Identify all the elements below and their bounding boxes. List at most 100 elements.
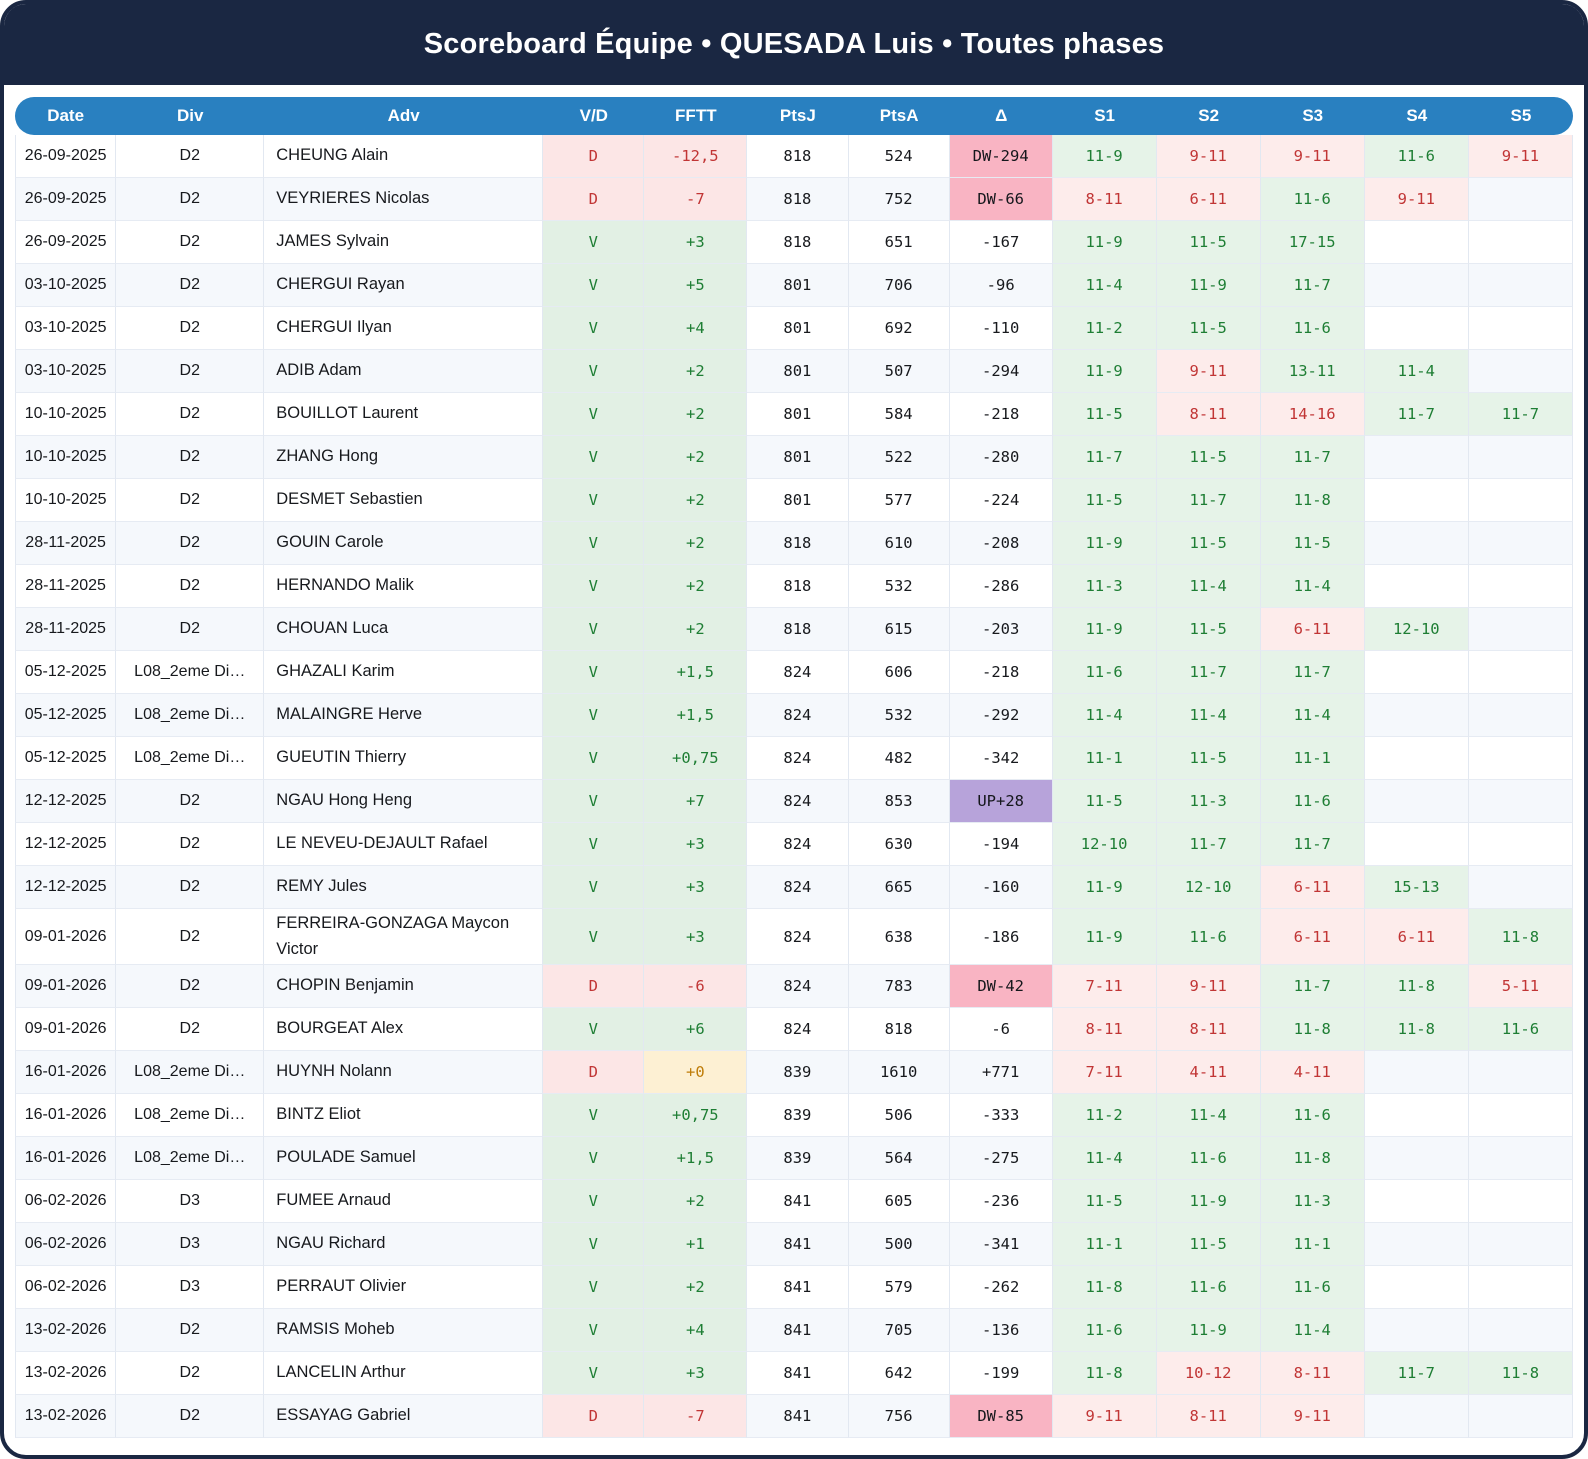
cell-ptsj: 818 — [747, 565, 849, 608]
cell-vd: V — [543, 221, 645, 264]
cell-ptsj: 839 — [747, 1051, 849, 1095]
cell-vd: V — [543, 522, 645, 565]
cell-ptsj: 824 — [747, 823, 849, 866]
cell-date: 09-01-2026 — [15, 965, 117, 1009]
cell-delta: -110 — [949, 307, 1053, 350]
cell-vd: V — [543, 1223, 645, 1267]
cell-delta: DW-85 — [949, 1395, 1053, 1439]
cell-div: D2 — [116, 1309, 265, 1353]
cell-s4 — [1364, 1094, 1469, 1138]
cell-ptsa: 665 — [848, 866, 950, 909]
table-row: 09-01-2026 D2 FERREIRA-GONZAGA Maycon Vict… — [15, 909, 1573, 966]
cell-div: D2 — [116, 479, 265, 522]
col-header-s4: S4 — [1364, 97, 1469, 135]
cell-adv: REMY Jules — [264, 866, 544, 909]
cell-delta: -218 — [949, 651, 1053, 694]
cell-s5 — [1468, 1094, 1573, 1138]
cell-s3: 11-4 — [1260, 1309, 1365, 1353]
cell-date: 26-09-2025 — [15, 178, 117, 221]
cell-date: 12-12-2025 — [15, 823, 117, 866]
cell-delta: -236 — [949, 1180, 1053, 1224]
cell-s4: 11-6 — [1364, 135, 1469, 178]
cell-s3: 9-11 — [1260, 135, 1365, 178]
cell-vd: V — [543, 780, 645, 823]
cell-ptsa: 500 — [848, 1223, 950, 1267]
cell-s2: 10-12 — [1156, 1352, 1261, 1396]
cell-adv: CHOPIN Benjamin — [264, 965, 544, 1009]
cell-ptsj: 841 — [747, 1266, 849, 1310]
cell-date: 13-02-2026 — [15, 1395, 117, 1439]
cell-s3: 11-6 — [1260, 1094, 1365, 1138]
cell-s3: 11-5 — [1260, 522, 1365, 565]
cell-s3: 11-1 — [1260, 1223, 1365, 1267]
cell-ptsa: 638 — [848, 909, 950, 966]
cell-s4 — [1364, 651, 1469, 694]
cell-delta: UP+28 — [949, 780, 1053, 823]
table-row: 10-10-2025 D2 ZHANG Hong V +2 801 522 -280 11-7 1… — [15, 436, 1573, 479]
cell-vd: V — [543, 307, 645, 350]
cell-fftt: +3 — [644, 909, 748, 966]
cell-adv: NGAU Hong Heng — [264, 780, 544, 823]
cell-ptsj: 824 — [747, 651, 849, 694]
cell-s4 — [1364, 479, 1469, 522]
cell-fftt: +1,5 — [644, 651, 748, 694]
table-row: 09-01-2026 D2 BOURGEAT Alex V +6 824 818 -6 8-11… — [15, 1008, 1573, 1052]
cell-s1: 11-9 — [1052, 909, 1157, 966]
cell-s3: 4-11 — [1260, 1051, 1365, 1095]
cell-s4 — [1364, 823, 1469, 866]
cell-s1: 11-2 — [1052, 307, 1157, 350]
table-row: 26-09-2025 D2 CHEUNG Alain D -12,5 818 524 DW-2… — [15, 135, 1573, 178]
cell-date: 16-01-2026 — [15, 1137, 117, 1181]
cell-ptsa: 532 — [848, 694, 950, 737]
cell-delta: -333 — [949, 1094, 1053, 1138]
cell-ptsj: 824 — [747, 737, 849, 780]
cell-delta: -194 — [949, 823, 1053, 866]
cell-s3: 11-8 — [1260, 479, 1365, 522]
cell-ptsa: 615 — [848, 608, 950, 651]
cell-s3: 11-3 — [1260, 1180, 1365, 1224]
cell-vd: V — [543, 651, 645, 694]
cell-ptsj: 841 — [747, 1395, 849, 1439]
cell-date: 10-10-2025 — [15, 393, 117, 436]
cell-ptsj: 801 — [747, 307, 849, 350]
table-header-row: Date Div Adv V/D FFTT PtsJ PtsA Δ S1 S2 S3 S4 S5 — [15, 97, 1573, 135]
cell-s1: 11-3 — [1052, 565, 1157, 608]
cell-div: L08_2eme Di… — [116, 737, 265, 780]
cell-fftt: +0,75 — [644, 1094, 748, 1138]
cell-s5 — [1468, 307, 1573, 350]
cell-ptsa: 651 — [848, 221, 950, 264]
cell-div: L08_2eme Di… — [116, 1051, 265, 1095]
cell-adv: PERRAUT Olivier — [264, 1266, 544, 1310]
cell-s3: 11-7 — [1260, 436, 1365, 479]
cell-s2: 6-11 — [1156, 178, 1261, 221]
col-header-s5: S5 — [1468, 97, 1573, 135]
cell-s2: 11-5 — [1156, 608, 1261, 651]
cell-s3: 6-11 — [1260, 909, 1365, 966]
cell-s1: 11-4 — [1052, 1137, 1157, 1181]
cell-s4 — [1364, 565, 1469, 608]
cell-ptsa: 706 — [848, 264, 950, 307]
cell-delta: -218 — [949, 393, 1053, 436]
cell-adv: CHOUAN Luca — [264, 608, 544, 651]
cell-s2: 11-6 — [1156, 1137, 1261, 1181]
cell-vd: V — [543, 393, 645, 436]
cell-ptsa: 752 — [848, 178, 950, 221]
table-row: 26-09-2025 D2 VEYRIERES Nicolas D -7 818 752 DW… — [15, 178, 1573, 221]
cell-vd: V — [543, 1008, 645, 1052]
cell-s2: 11-4 — [1156, 565, 1261, 608]
cell-date: 05-12-2025 — [15, 694, 117, 737]
cell-fftt: +0 — [644, 1051, 748, 1095]
cell-s5 — [1468, 565, 1573, 608]
cell-div: D2 — [116, 307, 265, 350]
cell-div: D2 — [116, 1395, 265, 1439]
cell-s1: 8-11 — [1052, 1008, 1157, 1052]
cell-vd: V — [543, 1180, 645, 1224]
cell-s4 — [1364, 1223, 1469, 1267]
cell-s2: 9-11 — [1156, 965, 1261, 1009]
cell-s5: 11-8 — [1468, 1352, 1573, 1396]
cell-vd: D — [543, 1051, 645, 1095]
cell-s4 — [1364, 780, 1469, 823]
cell-vd: V — [543, 264, 645, 307]
cell-vd: V — [543, 1352, 645, 1396]
